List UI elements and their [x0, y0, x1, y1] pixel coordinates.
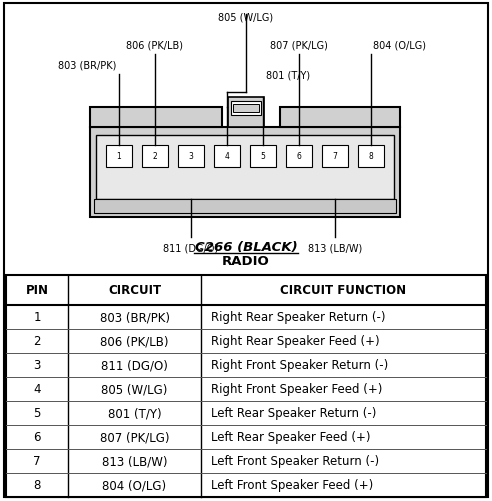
Bar — [106, 146, 132, 168]
Text: 6: 6 — [297, 152, 302, 161]
Text: 801 (T/Y): 801 (T/Y) — [266, 71, 310, 81]
Text: Right Rear Speaker Return (-): Right Rear Speaker Return (-) — [211, 311, 386, 324]
Text: Left Front Speaker Feed (+): Left Front Speaker Feed (+) — [211, 478, 373, 491]
Text: Right Front Speaker Return (-): Right Front Speaker Return (-) — [211, 359, 388, 372]
Text: 803 (BR/PK): 803 (BR/PK) — [58, 60, 116, 70]
Text: Right Rear Speaker Feed (+): Right Rear Speaker Feed (+) — [211, 335, 380, 348]
Text: 5: 5 — [33, 407, 41, 420]
Text: 803 (BR/PK): 803 (BR/PK) — [99, 311, 170, 324]
Text: C266 (BLACK): C266 (BLACK) — [195, 241, 297, 254]
Text: 811 (DG/O): 811 (DG/O) — [101, 359, 168, 372]
Text: 3: 3 — [188, 152, 193, 161]
Text: 813 (LB/W): 813 (LB/W) — [102, 454, 167, 467]
Text: RADIO: RADIO — [222, 255, 270, 268]
Text: 6: 6 — [33, 431, 41, 443]
Bar — [228, 98, 264, 128]
Text: CIRCUIT: CIRCUIT — [108, 284, 161, 297]
Text: 807 (PK/LG): 807 (PK/LG) — [100, 431, 169, 443]
Text: 8: 8 — [369, 152, 373, 161]
Text: Left Rear Speaker Return (-): Left Rear Speaker Return (-) — [211, 407, 376, 420]
Text: Left Rear Speaker Feed (+): Left Rear Speaker Feed (+) — [211, 431, 370, 443]
Text: 811 (DG/O): 811 (DG/O) — [163, 243, 218, 254]
Bar — [90, 108, 222, 128]
Text: PIN: PIN — [26, 284, 49, 297]
Text: 7: 7 — [33, 454, 41, 467]
Bar — [280, 108, 400, 128]
Bar — [142, 146, 168, 168]
Text: 2: 2 — [33, 335, 41, 348]
Text: 8: 8 — [33, 478, 41, 491]
Bar — [286, 146, 312, 168]
Bar — [178, 146, 204, 168]
Bar — [358, 146, 384, 168]
Text: 3: 3 — [33, 359, 41, 372]
Text: 807 (PK/LG): 807 (PK/LG) — [270, 40, 328, 50]
Text: 805 (W/LG): 805 (W/LG) — [101, 383, 168, 396]
Bar — [6, 276, 486, 497]
Text: 804 (O/LG): 804 (O/LG) — [102, 478, 167, 491]
Bar — [90, 128, 400, 217]
Text: 806 (PK/LB): 806 (PK/LB) — [100, 335, 169, 348]
Bar — [322, 146, 348, 168]
Text: 805 (W/LG): 805 (W/LG) — [218, 12, 274, 22]
Text: 2: 2 — [153, 152, 157, 161]
Text: Right Front Speaker Feed (+): Right Front Speaker Feed (+) — [211, 383, 382, 396]
Text: 801 (T/Y): 801 (T/Y) — [108, 407, 161, 420]
Bar — [214, 146, 240, 168]
Text: 5: 5 — [261, 152, 266, 161]
Text: 804 (O/LG): 804 (O/LG) — [373, 40, 426, 50]
Text: CIRCUIT FUNCTION: CIRCUIT FUNCTION — [280, 284, 406, 297]
Text: 4: 4 — [224, 152, 229, 161]
Text: 1: 1 — [33, 311, 41, 324]
Text: 806 (PK/LB): 806 (PK/LB) — [126, 40, 184, 50]
Bar — [233, 105, 259, 113]
Bar — [231, 102, 261, 116]
Text: Left Front Speaker Return (-): Left Front Speaker Return (-) — [211, 454, 379, 467]
Bar — [96, 136, 394, 199]
Text: 7: 7 — [333, 152, 338, 161]
Bar — [250, 146, 276, 168]
Text: 813 (LB/W): 813 (LB/W) — [308, 243, 362, 254]
Text: 1: 1 — [117, 152, 122, 161]
Bar — [94, 199, 396, 213]
Text: 4: 4 — [33, 383, 41, 396]
